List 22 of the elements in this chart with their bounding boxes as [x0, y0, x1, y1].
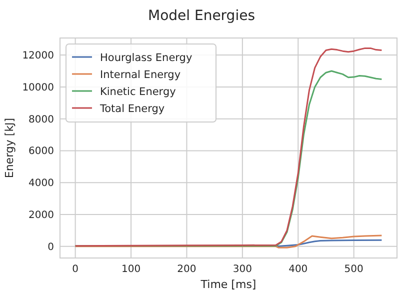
legend-label: Total Energy — [99, 103, 165, 115]
y-tick-label: 8000 — [28, 114, 54, 126]
y-tick-label: 10000 — [22, 82, 54, 94]
legend-label: Hourglass Energy — [100, 52, 192, 64]
x-tick-label: 300 — [232, 264, 252, 275]
legend-label: Internal Energy — [100, 69, 181, 81]
y-tick-label: 6000 — [28, 146, 54, 158]
x-tick-label: 100 — [121, 264, 141, 275]
x-axis-title: Time [ms] — [200, 278, 256, 291]
y-tick-label: 2000 — [28, 210, 54, 221]
x-tick-label: 0 — [72, 264, 79, 275]
line-series — [74, 234, 382, 248]
x-tick-label: 500 — [344, 264, 364, 275]
line-series — [275, 239, 382, 248]
y-tick-label: 0 — [48, 242, 54, 253]
x-tick-label: 200 — [177, 264, 196, 275]
y-tick-label: 4000 — [28, 178, 54, 190]
chart-title: Model Energies — [148, 8, 256, 24]
y-axis-title: Energy [kJ] — [3, 118, 16, 178]
legend-label: Kinetic Energy — [100, 86, 176, 98]
x-tick-label: 400 — [288, 264, 308, 275]
y-tick-label: 12000 — [22, 50, 54, 62]
